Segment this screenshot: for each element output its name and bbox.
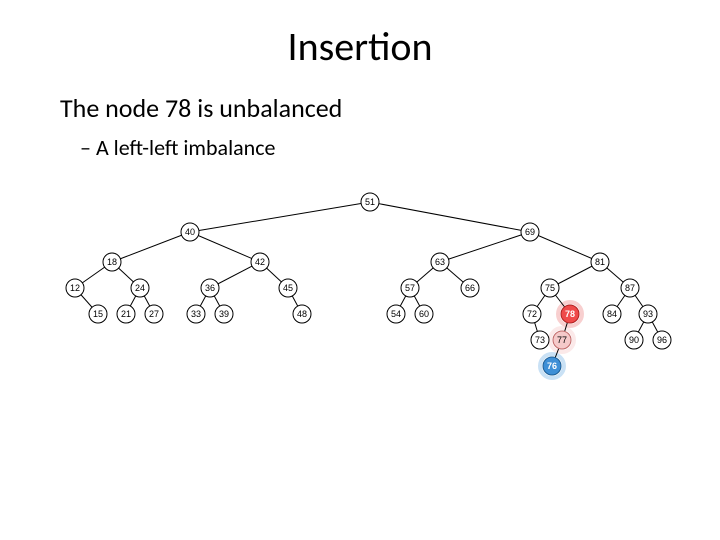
tree-node-75: 75: [541, 279, 559, 297]
svg-text:51: 51: [365, 197, 375, 207]
svg-text:48: 48: [297, 309, 307, 319]
svg-text:90: 90: [629, 335, 639, 345]
tree-node-15: 15: [89, 305, 107, 323]
tree-node-87: 87: [621, 279, 639, 297]
svg-text:73: 73: [535, 335, 545, 345]
tree-node-81: 81: [591, 253, 609, 271]
tree-diagram: 51 40 69 18 42 63 81 12 24 36 45 57 66 75 87 15 21 27 33 39…: [40, 190, 680, 390]
slide-title: Insertion: [0, 22, 720, 71]
bullet-line: – A left-left imbalance: [80, 134, 275, 161]
tree-node-27: 27: [145, 305, 163, 323]
tree-node-21: 21: [117, 305, 135, 323]
tree-node-48: 48: [293, 305, 311, 323]
tree-node-57: 57: [401, 279, 419, 297]
tree-node-84: 84: [603, 305, 621, 323]
svg-text:72: 72: [527, 309, 537, 319]
slide: Insertion The node 78 is unbalanced – A …: [0, 0, 720, 540]
tree-node-54: 54: [387, 305, 405, 323]
svg-text:15: 15: [93, 309, 103, 319]
tree-node-42: 42: [251, 253, 269, 271]
tree-node-73: 73: [531, 331, 549, 349]
svg-text:77: 77: [557, 335, 567, 345]
svg-text:75: 75: [545, 283, 555, 293]
svg-text:63: 63: [435, 257, 445, 267]
svg-text:42: 42: [255, 257, 265, 267]
tree-node-45: 45: [279, 279, 297, 297]
svg-text:78: 78: [565, 309, 575, 319]
tree-node-72: 72: [523, 305, 541, 323]
tree-node-51: 51: [361, 193, 379, 211]
tree-node-40: 40: [181, 223, 199, 241]
svg-text:57: 57: [405, 283, 415, 293]
tree-node-12: 12: [66, 279, 84, 297]
svg-text:18: 18: [107, 257, 117, 267]
tree-node-63: 63: [431, 253, 449, 271]
svg-text:69: 69: [525, 227, 535, 237]
tree-node-33: 33: [187, 305, 205, 323]
svg-text:93: 93: [643, 309, 653, 319]
tree-node-93: 93: [639, 305, 657, 323]
svg-text:87: 87: [625, 283, 635, 293]
svg-text:12: 12: [70, 283, 80, 293]
tree-node-78: 78: [561, 305, 579, 323]
svg-text:27: 27: [149, 309, 159, 319]
svg-text:81: 81: [595, 257, 605, 267]
svg-text:60: 60: [419, 309, 429, 319]
svg-text:84: 84: [607, 309, 617, 319]
tree-node-66: 66: [461, 279, 479, 297]
tree-node-77: 77: [553, 331, 571, 349]
tree-node-24: 24: [131, 279, 149, 297]
tree-node-69: 69: [521, 223, 539, 241]
svg-text:76: 76: [547, 361, 557, 371]
tree-node-18: 18: [103, 253, 121, 271]
svg-text:39: 39: [219, 309, 229, 319]
svg-text:21: 21: [121, 309, 131, 319]
tree-node-39: 39: [215, 305, 233, 323]
tree-node-36: 36: [201, 279, 219, 297]
svg-text:54: 54: [391, 309, 401, 319]
svg-text:33: 33: [191, 309, 201, 319]
tree-node-96: 96: [653, 331, 671, 349]
tree-node-60: 60: [415, 305, 433, 323]
svg-text:36: 36: [205, 283, 215, 293]
svg-text:96: 96: [657, 335, 667, 345]
subtitle: The node 78 is unbalanced: [60, 92, 342, 124]
tree-node-76: 76: [543, 357, 561, 375]
svg-text:24: 24: [135, 283, 145, 293]
svg-text:40: 40: [185, 227, 195, 237]
svg-text:45: 45: [283, 283, 293, 293]
svg-text:66: 66: [465, 283, 475, 293]
tree-node-90: 90: [625, 331, 643, 349]
